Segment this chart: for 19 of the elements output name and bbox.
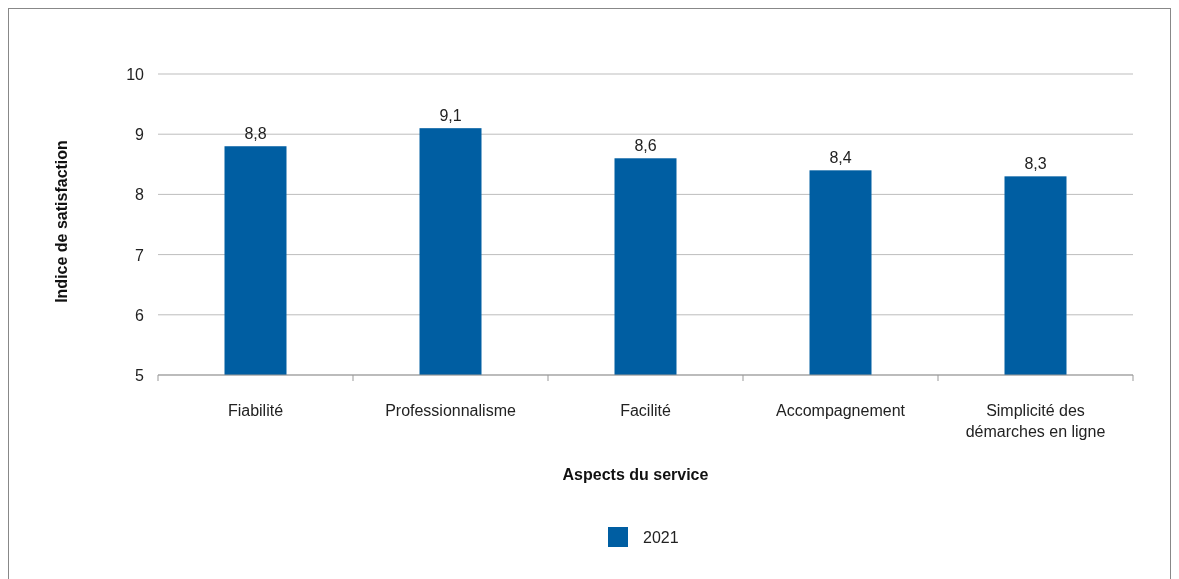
data-label: 8,4	[829, 149, 852, 167]
y-tick-label: 10	[126, 66, 145, 83]
legend-label: 2021	[643, 529, 679, 546]
data-label: 8,6	[634, 137, 657, 155]
y-tick-label: 6	[135, 306, 145, 324]
y-tick-label: 9	[135, 126, 145, 144]
x-tick-label: Accompagnement	[776, 402, 906, 419]
x-tick-label: Facilité	[620, 402, 671, 419]
y-axis-title: Indice de satisfaction	[53, 140, 70, 303]
x-tick-label: Simplicité des démarches en ligne	[965, 402, 1106, 440]
y-tick-label: 8	[135, 186, 145, 204]
y-tick-label: 5	[135, 367, 145, 384]
x-tick-label: Professionnalisme	[385, 402, 516, 419]
y-tick-label: 7	[135, 246, 145, 264]
data-label: 9,1	[439, 107, 462, 125]
data-label: 8,8	[244, 125, 267, 143]
x-axis-title: Aspects du service	[562, 466, 709, 483]
data-label: 8,3	[1024, 155, 1047, 173]
x-tick-label: Fiabilité	[227, 402, 284, 419]
